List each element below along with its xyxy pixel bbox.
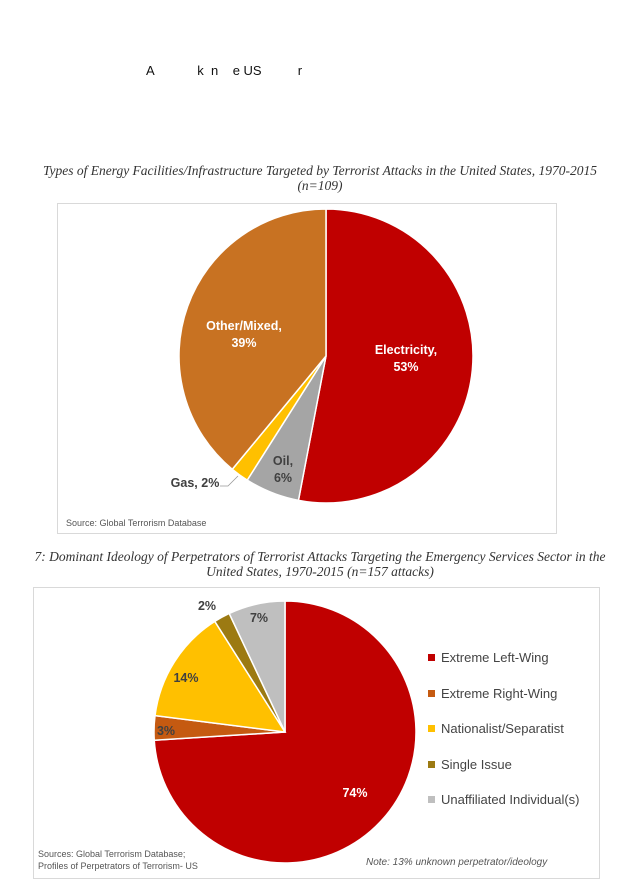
legend-item: Extreme Left-Wing: [428, 640, 580, 676]
legend-swatch: [428, 760, 435, 768]
chart2-legend: Extreme Left-Wing Extreme Right-Wing Natio…: [428, 640, 580, 818]
legend-label: Nationalist/Separatist: [441, 721, 564, 737]
legend-swatch: [428, 725, 435, 733]
chart1-title-line2: (n=109): [297, 178, 343, 193]
data-label: Oil, 6%: [273, 454, 293, 485]
page-heading: A k n e US r: [146, 63, 303, 78]
chart1-title-line1: Types of Energy Facilities/Infrastructur…: [42, 163, 598, 178]
chart2-title-line2: United States, 1970-2015 (n=157 attacks): [206, 564, 434, 579]
chart2-source: Sources: Global Terrorism Database; Prof…: [38, 848, 198, 872]
legend-item: Unaffiliated Individual(s): [428, 782, 580, 818]
chart1-title: Types of Energy Facilities/Infrastructur…: [0, 163, 640, 193]
data-label: 7%: [250, 611, 268, 625]
data-label: Electricity, 53%: [375, 343, 437, 374]
chart2-title: 7: Dominant Ideology of Perpetrators of …: [0, 549, 640, 579]
gas-leader-line: [220, 475, 239, 487]
pie-slice-electricity: [297, 208, 474, 504]
legend-swatch: [428, 796, 435, 804]
legend-item: Extreme Right-Wing: [428, 676, 580, 712]
legend-swatch: [428, 689, 435, 697]
chart2-source-line2: Profiles of Perpetrators of Terrorism- U…: [38, 861, 198, 871]
chart1-source: Source: Global Terrorism Database: [66, 518, 207, 528]
data-label: Other/Mixed, 39%: [206, 319, 282, 350]
pie-slice-nationalist-separatist: [154, 620, 287, 733]
data-label: Gas, 2%: [171, 476, 220, 490]
pie-slice-unaffiliated-individual-s-: [228, 600, 286, 733]
legend-label: Single Issue: [441, 756, 512, 772]
legend-item: Single Issue: [428, 747, 580, 783]
legend-swatch: [428, 654, 435, 662]
data-label: 2%: [198, 599, 216, 613]
chart2-title-line1: 7: Dominant Ideology of Perpetrators of …: [34, 549, 606, 564]
legend-item: Nationalist/Separatist: [428, 711, 580, 747]
legend-label: Extreme Right-Wing: [441, 685, 558, 701]
data-label: 14%: [173, 671, 198, 685]
chart2-note: Note: 13% unknown perpetrator/ideology: [366, 857, 548, 868]
data-label: 3%: [157, 724, 175, 738]
legend-label: Unaffiliated Individual(s): [441, 792, 580, 808]
chart2-source-line1: Sources: Global Terrorism Database;: [38, 849, 186, 859]
data-label: 74%: [342, 786, 367, 800]
legend-label: Extreme Left-Wing: [441, 650, 549, 666]
pie-slice-other-mixed: [178, 208, 327, 471]
